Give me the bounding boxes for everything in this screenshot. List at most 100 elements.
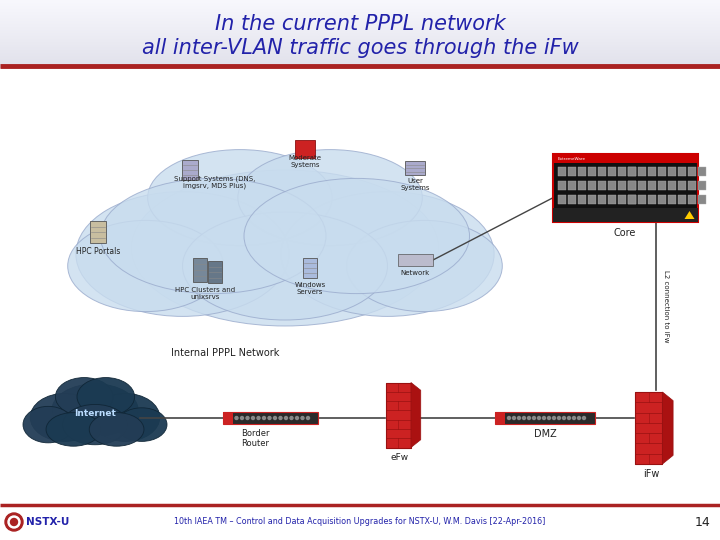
Circle shape <box>547 416 551 420</box>
FancyBboxPatch shape <box>90 221 106 243</box>
Ellipse shape <box>244 178 469 294</box>
Circle shape <box>567 416 570 420</box>
Circle shape <box>513 416 516 420</box>
FancyBboxPatch shape <box>618 167 626 176</box>
Text: Internal PPPL Network: Internal PPPL Network <box>171 348 279 358</box>
Bar <box>0 7 720 8</box>
Bar <box>0 65 720 66</box>
FancyBboxPatch shape <box>628 181 636 190</box>
Bar <box>0 8 720 9</box>
Bar <box>0 30 720 31</box>
Text: L2 connection to iFw: L2 connection to iFw <box>663 270 669 342</box>
Ellipse shape <box>281 192 494 316</box>
FancyBboxPatch shape <box>688 167 696 176</box>
FancyBboxPatch shape <box>608 195 616 204</box>
Circle shape <box>518 416 521 420</box>
FancyBboxPatch shape <box>658 181 666 190</box>
Circle shape <box>257 416 260 420</box>
Circle shape <box>5 513 23 531</box>
FancyBboxPatch shape <box>598 195 606 204</box>
Polygon shape <box>662 392 673 464</box>
Bar <box>0 66 720 67</box>
Ellipse shape <box>55 377 113 416</box>
FancyBboxPatch shape <box>303 258 317 278</box>
Circle shape <box>562 416 565 420</box>
Bar <box>0 46 720 47</box>
FancyBboxPatch shape <box>552 154 698 222</box>
Circle shape <box>11 518 17 525</box>
FancyBboxPatch shape <box>397 254 433 266</box>
FancyBboxPatch shape <box>688 181 696 190</box>
FancyBboxPatch shape <box>598 167 606 176</box>
Ellipse shape <box>63 404 127 445</box>
Bar <box>0 49 720 50</box>
Text: HPC Clusters and
unixsrvs: HPC Clusters and unixsrvs <box>175 287 235 300</box>
Bar <box>0 47 720 48</box>
Text: Windows
Servers: Windows Servers <box>294 282 325 295</box>
Text: HPC Portals: HPC Portals <box>76 247 120 256</box>
FancyBboxPatch shape <box>552 208 698 222</box>
Bar <box>0 1 720 2</box>
FancyBboxPatch shape <box>552 154 698 163</box>
Circle shape <box>301 416 304 420</box>
FancyBboxPatch shape <box>557 167 565 176</box>
Bar <box>0 29 720 30</box>
Text: Moderate
Systems: Moderate Systems <box>289 155 322 168</box>
Text: 14: 14 <box>694 516 710 529</box>
Bar <box>0 4 720 5</box>
Bar <box>0 43 720 44</box>
Bar <box>0 13 720 14</box>
FancyBboxPatch shape <box>668 195 676 204</box>
FancyBboxPatch shape <box>618 181 626 190</box>
Bar <box>0 9 720 10</box>
Bar <box>0 2 720 3</box>
Bar <box>0 26 720 27</box>
Text: 10th IAEA TM – Control and Data Acquisition Upgrades for NSTX-U, W.M. Davis [22-: 10th IAEA TM – Control and Data Acquisit… <box>174 517 546 526</box>
Text: iFw: iFw <box>643 469 660 479</box>
FancyBboxPatch shape <box>567 181 575 190</box>
Circle shape <box>572 416 575 420</box>
Bar <box>0 33 720 34</box>
Ellipse shape <box>30 394 99 441</box>
FancyBboxPatch shape <box>668 181 676 190</box>
Ellipse shape <box>238 150 423 246</box>
Ellipse shape <box>131 170 438 326</box>
FancyBboxPatch shape <box>577 181 585 190</box>
Circle shape <box>246 416 249 420</box>
Bar <box>0 18 720 19</box>
FancyBboxPatch shape <box>648 181 656 190</box>
Bar <box>0 34 720 35</box>
Ellipse shape <box>148 150 332 246</box>
FancyBboxPatch shape <box>608 181 616 190</box>
FancyBboxPatch shape <box>638 167 646 176</box>
Bar <box>0 57 720 58</box>
FancyBboxPatch shape <box>577 195 585 204</box>
Ellipse shape <box>68 220 223 312</box>
Bar <box>0 11 720 12</box>
FancyBboxPatch shape <box>638 195 646 204</box>
FancyBboxPatch shape <box>628 181 636 190</box>
Bar <box>0 32 720 33</box>
Bar <box>0 45 720 46</box>
FancyBboxPatch shape <box>648 167 656 176</box>
Circle shape <box>284 416 287 420</box>
Bar <box>0 39 720 40</box>
Bar <box>0 12 720 13</box>
Bar <box>0 0 720 1</box>
Bar <box>0 51 720 52</box>
Text: Core: Core <box>614 228 636 238</box>
Circle shape <box>557 416 560 420</box>
FancyBboxPatch shape <box>698 195 706 204</box>
Bar <box>0 55 720 56</box>
FancyBboxPatch shape <box>628 167 636 176</box>
FancyBboxPatch shape <box>698 167 706 176</box>
Bar <box>0 22 720 23</box>
Bar <box>0 35 720 36</box>
Bar <box>0 15 720 16</box>
FancyBboxPatch shape <box>588 195 595 204</box>
FancyBboxPatch shape <box>557 195 565 204</box>
Circle shape <box>523 416 526 420</box>
FancyBboxPatch shape <box>608 167 616 176</box>
FancyBboxPatch shape <box>598 181 606 190</box>
FancyBboxPatch shape <box>567 167 575 176</box>
